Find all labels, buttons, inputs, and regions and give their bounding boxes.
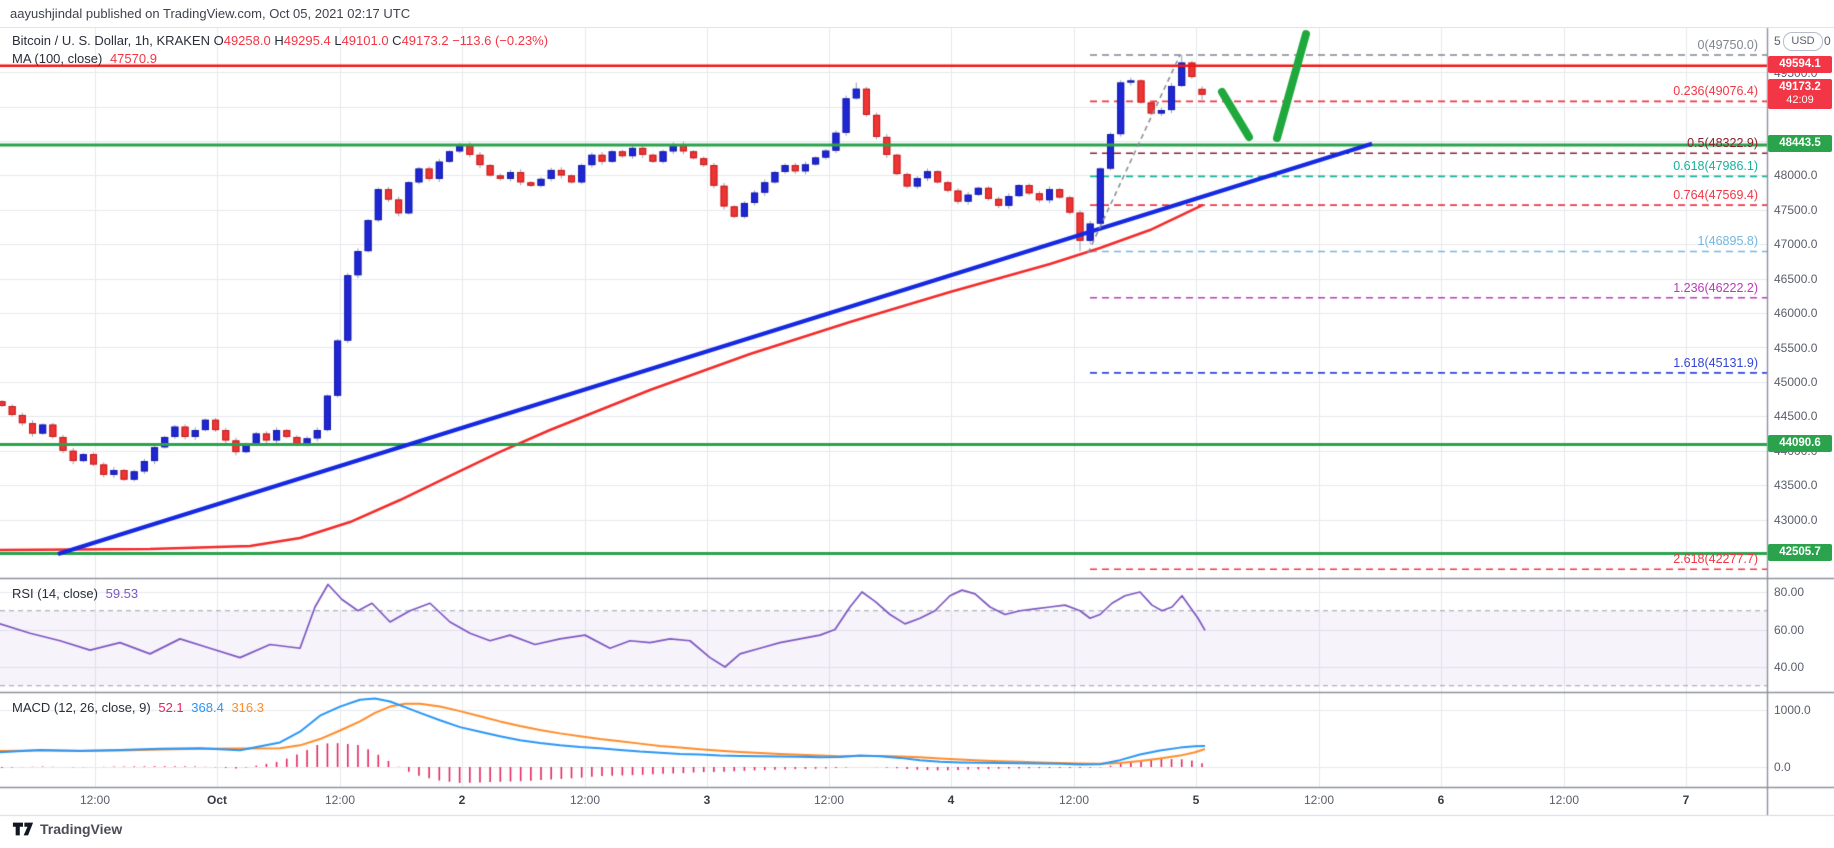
price-badge: 44090.6	[1768, 434, 1832, 452]
macd-axis-label: 0.0	[1774, 760, 1791, 774]
currency-toggle-button[interactable]: USD	[1783, 32, 1823, 51]
time-axis-label: 4	[947, 793, 955, 807]
symbol-title: Bitcoin / U. S. Dollar, 1h, KRAKEN	[12, 33, 210, 48]
time-axis-label: 12:00	[324, 793, 356, 807]
ma-value: 47570.9	[109, 51, 157, 66]
rsi-axis-label: 40.00	[1774, 660, 1805, 674]
ma-label: MA (100, close)	[12, 51, 103, 66]
rsi-axis-label: 80.00	[1774, 585, 1805, 599]
ma-legend[interactable]: MA (100, close) 47570.9	[12, 51, 157, 66]
rsi-axis-label: 60.00	[1774, 622, 1805, 637]
price-axis-label: 46500.0	[1774, 271, 1818, 286]
macd-legend[interactable]: MACD (12, 26, close, 9) 52.1 368.4 316.3	[12, 700, 264, 715]
fib-level-label: 0.764(47569.4)	[1673, 188, 1758, 203]
price-axis-label: 45000.0	[1774, 374, 1818, 389]
symbol-legend[interactable]: Bitcoin / U. S. Dollar, 1h, KRAKEN O4925…	[12, 33, 548, 48]
time-axis-label: Oct	[206, 793, 228, 807]
macd-signal-value: 316.3	[231, 700, 264, 715]
fib-level-label: 0.5(48322.9)	[1687, 136, 1758, 151]
fib-level-label: 1.618(45131.9)	[1673, 355, 1758, 370]
fib-level-label: 0.618(47986.1)	[1673, 159, 1758, 174]
tradingview-logo[interactable]: TradingView	[12, 821, 122, 837]
axis-label-fragment-left: 5	[1774, 34, 1781, 48]
countdown-timer: 42:09	[1786, 93, 1814, 106]
time-axis-label: 12:00	[569, 793, 601, 807]
ohlc-values: O49258.0 H49295.4 L49101.0 C49173.2 −113…	[214, 33, 548, 48]
ohlc-value: 49101.0	[341, 33, 389, 48]
rsi-legend[interactable]: RSI (14, close) 59.53	[12, 586, 138, 601]
time-axis-label: 12:00	[79, 793, 111, 807]
time-axis-label: 6	[1437, 793, 1445, 807]
price-axis-label: 47500.0	[1774, 202, 1818, 217]
ohlc-letter: O	[213, 33, 224, 48]
fib-level-label: 1(46895.8)	[1697, 234, 1758, 249]
fib-level-label: 2.618(42277.7)	[1673, 552, 1758, 567]
price-axis-label: 44500.0	[1774, 409, 1818, 424]
price-axis-label: 43000.0	[1774, 512, 1818, 527]
price-axis-label: 45500.0	[1774, 340, 1818, 355]
fib-level-label: 0.236(49076.4)	[1673, 84, 1758, 99]
ohlc-value: −113.6 (−0.23%)	[452, 33, 549, 48]
price-axis-label: 48000.0	[1774, 168, 1818, 183]
ohlc-value: 49295.4	[283, 33, 331, 48]
ohlc-value: 49173.2	[401, 33, 449, 48]
time-axis-label: 3	[703, 793, 711, 807]
macd-hist-value: 52.1	[158, 700, 184, 715]
price-badge: 48443.5	[1768, 135, 1832, 153]
price-badge: 42505.7	[1768, 544, 1832, 562]
time-axis-label: 12:00	[1548, 793, 1580, 807]
rsi-value: 59.53	[105, 586, 139, 601]
macd-label: MACD (12, 26, close, 9)	[12, 700, 151, 715]
price-axis-label: 46000.0	[1774, 306, 1818, 321]
axis-label-fragment-right: 0	[1824, 34, 1831, 48]
time-axis-label: 12:00	[813, 793, 845, 807]
fib-level-label: 0(49750.0)	[1697, 38, 1758, 52]
macd-axis-label: 1000.0	[1774, 703, 1811, 717]
fib-level-label: 1.236(46222.2)	[1673, 280, 1758, 295]
rsi-label: RSI (14, close)	[12, 586, 98, 601]
time-axis-label: 12:00	[1058, 793, 1090, 807]
ohlc-value: 49258.0	[223, 33, 271, 48]
time-axis-label: 5	[1192, 793, 1200, 807]
price-badge: 49173.2 42:09	[1768, 78, 1832, 109]
ohlc-letter: H	[270, 33, 284, 48]
price-axis-label: 47000.0	[1774, 237, 1818, 252]
ohlc-letter: C	[388, 33, 402, 48]
price-badge: 49594.1	[1768, 56, 1832, 74]
time-axis-label: 7	[1682, 793, 1690, 807]
ohlc-letter: L	[330, 33, 342, 48]
price-axis-label: 43500.0	[1774, 478, 1818, 493]
time-axis-label: 2	[458, 793, 466, 807]
tradingview-logo-text: TradingView	[40, 821, 123, 837]
tradingview-logo-icon	[12, 822, 34, 836]
time-axis-label: 12:00	[1303, 793, 1335, 807]
macd-line-value: 368.4	[191, 700, 224, 715]
